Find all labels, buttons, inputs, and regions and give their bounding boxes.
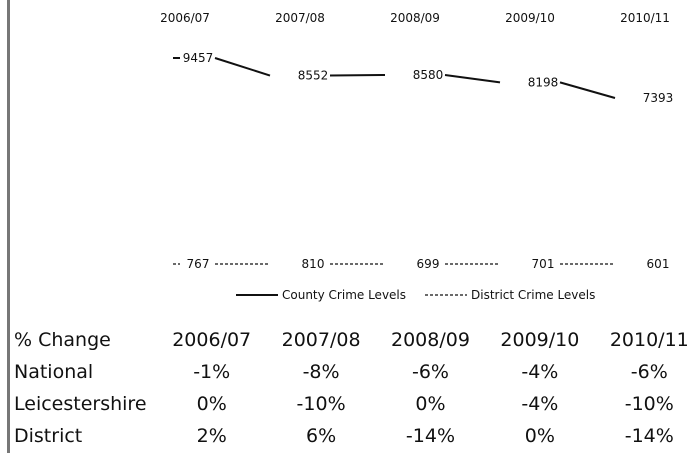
legend: County Crime Levels District Crime Levels xyxy=(236,288,595,302)
row-label-district: District xyxy=(14,425,83,447)
table-column-header: 2006/07 xyxy=(172,329,252,351)
table-cell: 2% xyxy=(196,425,227,447)
x-tick-label: 2006/07 xyxy=(160,11,210,25)
series-lines xyxy=(173,57,616,265)
table-row: National -1% -8% -6% -4% -6% xyxy=(14,356,700,388)
table-cell: -14% xyxy=(624,425,674,447)
table-cell: -8% xyxy=(302,361,340,383)
row-label-national: National xyxy=(14,361,94,383)
table-cell: -4% xyxy=(521,361,559,383)
data-labels: 9457 8552 8580 8198 7393 767 810 699 701 601 xyxy=(183,51,674,271)
crime-levels-chart: 2006/07 2007/08 2008/09 2009/10 2010/11 9457… xyxy=(160,11,674,302)
data-label: 767 xyxy=(187,257,210,271)
legend-label: District Crime Levels xyxy=(471,288,595,302)
table-cell: -1% xyxy=(193,361,231,383)
percent-change-table: % Change 2006/07 2007/08 2008/09 2009/10… xyxy=(14,324,700,452)
x-tick-label: 2009/10 xyxy=(505,11,555,25)
series-line-segment xyxy=(329,73,386,77)
legend-label: County Crime Levels xyxy=(282,288,406,302)
data-label: 9457 xyxy=(183,51,214,65)
data-label: 699 xyxy=(417,257,440,271)
table-cell: -6% xyxy=(411,361,449,383)
table-cell: -10% xyxy=(296,393,346,415)
data-label: 7393 xyxy=(643,91,674,105)
x-tick-label: 2008/09 xyxy=(390,11,440,25)
table-cell: 6% xyxy=(306,425,337,447)
table-header-label: % Change xyxy=(14,329,111,351)
table-column-header: 2007/08 xyxy=(281,329,361,351)
table-cell: 0% xyxy=(415,393,446,415)
table-cell: 0% xyxy=(524,425,555,447)
x-tick-label: 2010/11 xyxy=(620,11,670,25)
table-cell: -10% xyxy=(624,393,674,415)
table-cell: -4% xyxy=(521,393,559,415)
table-row: District 2% 6% -14% 0% -14% xyxy=(14,420,700,452)
x-tick-label: 2007/08 xyxy=(275,11,325,25)
table-cell: 0% xyxy=(196,393,227,415)
table-column-header: 2010/11 xyxy=(609,329,689,351)
series-line-segment xyxy=(559,81,616,99)
table-row: Leicestershire 0% -10% 0% -4% -10% xyxy=(14,388,700,420)
table-cell: -6% xyxy=(630,361,668,383)
series-line-segment xyxy=(444,74,501,84)
table-header-row: % Change 2006/07 2007/08 2008/09 2009/10… xyxy=(14,324,700,356)
table-cell: -14% xyxy=(405,425,456,447)
data-label: 810 xyxy=(302,257,325,271)
data-label: 701 xyxy=(532,257,555,271)
data-label: 8552 xyxy=(298,69,329,83)
data-label: 8580 xyxy=(413,68,444,82)
data-label: 8198 xyxy=(528,75,559,89)
series-line-segment xyxy=(214,57,271,77)
x-axis-tick-labels: 2006/07 2007/08 2008/09 2009/10 2010/11 xyxy=(160,11,670,25)
table-column-header: 2009/10 xyxy=(500,329,580,351)
row-label-leicestershire: Leicestershire xyxy=(14,393,147,415)
data-label: 601 xyxy=(647,257,670,271)
table-column-header: 2008/09 xyxy=(391,329,470,351)
left-border-rule xyxy=(7,0,10,453)
